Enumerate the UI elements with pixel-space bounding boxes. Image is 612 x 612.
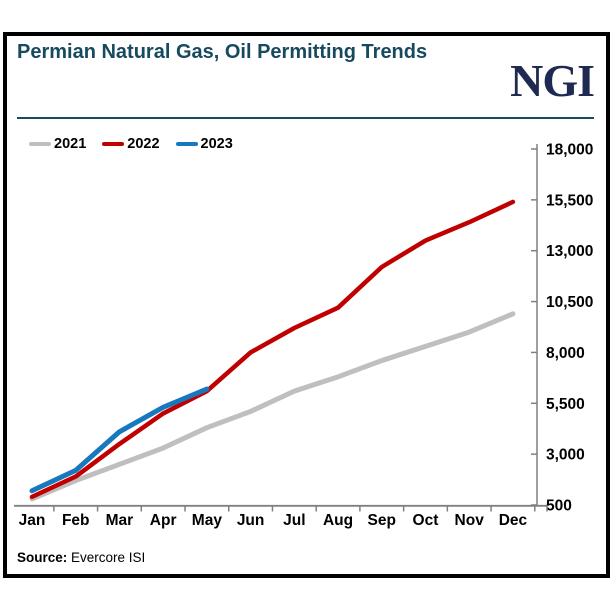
legend-swatch-2022 xyxy=(102,142,125,146)
legend-label-2021: 2021 xyxy=(54,136,87,152)
chart-card: Permian Natural Gas, Oil Permitting Tren… xyxy=(3,32,610,578)
legend-label-2022: 2022 xyxy=(127,136,160,152)
legend-item-2022: 2022 xyxy=(102,136,160,152)
legend-swatch-2021 xyxy=(29,142,51,146)
page-title: Permian Natural Gas, Oil Permitting Tren… xyxy=(17,41,428,63)
legend-item-2021: 2021 xyxy=(29,136,86,152)
source-text: Evercore ISI xyxy=(71,550,146,565)
title-divider xyxy=(17,117,594,119)
legend-swatch-2023 xyxy=(175,142,198,146)
legend-item-2023: 2023 xyxy=(175,136,233,152)
legend-label-2023: 2023 xyxy=(200,136,233,152)
source-note: Source: Evercore ISI xyxy=(17,550,145,565)
ngi-logo: NGI xyxy=(510,55,595,106)
source-label: Source: xyxy=(17,550,68,565)
chart-legend: 2021 2022 2023 xyxy=(29,136,233,152)
